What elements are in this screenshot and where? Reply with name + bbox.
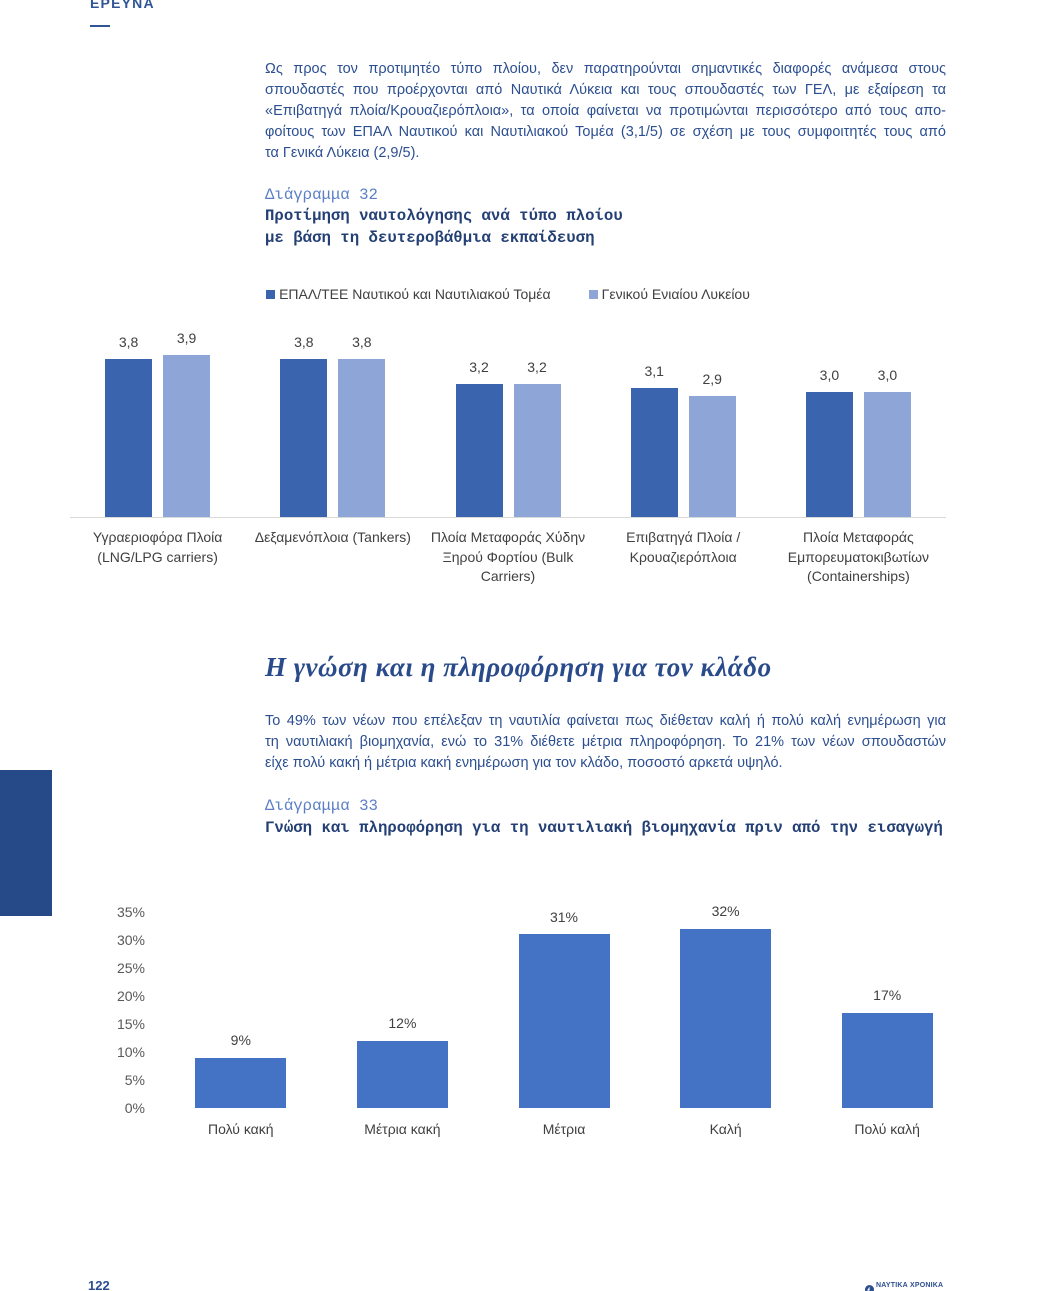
section-heading: Η γνώση και η πληροφόρηση για τον κλάδο	[265, 652, 772, 682]
data-label: 31%	[549, 908, 579, 925]
bar	[356, 1040, 448, 1108]
category-label: Καλή	[709, 1121, 742, 1137]
legend-swatch	[588, 289, 598, 299]
x-axis-line	[70, 517, 946, 518]
legend-label: ΕΠΑΛ/ΤΕΕ Ναυτικού και Ναυτιλιακού Τομέα	[279, 286, 551, 302]
bar-series-1	[280, 358, 328, 517]
category-label: Υγραεριοφόρα Πλοία (LNG/LPG carriers)	[92, 529, 223, 565]
data-label: 32%	[711, 903, 740, 920]
side-tab-marker	[0, 770, 52, 916]
y-tick-label: 15%	[116, 1016, 145, 1032]
bar-series-1	[805, 392, 853, 517]
x-axis-categories: Πολύ κακή Μέτρια κακή Μέτρια Καλή Πολύ καλή	[160, 1120, 968, 1140]
bar-series-1	[105, 358, 153, 517]
data-label: 17%	[873, 987, 902, 1004]
data-label: 3,9	[176, 329, 197, 346]
section-label: ΕΡΕΥΝΑ	[90, 0, 155, 11]
category-label: Πλοία Μεταφοράς Χύδην Ξηρού Φορτίου (Bul…	[430, 529, 586, 584]
y-tick-label: 10%	[116, 1044, 145, 1060]
figure-label: Διάγραμμα 32	[265, 186, 378, 204]
chart-legend: ΕΠΑΛ/ΤΕΕ Ναυτικού και Ναυτιλιακού Τομέα Γ…	[70, 286, 946, 302]
y-tick-label: 25%	[116, 960, 145, 976]
page-number: 122	[88, 1278, 110, 1291]
y-tick-label: 30%	[116, 932, 145, 948]
data-label: 3,2	[527, 358, 547, 375]
legend-item: Γενικού Ενιαίου Λυκείου	[588, 286, 750, 302]
section-paragraph: Το 49% των νέων που επέλεξαν τη ναυτιλία…	[265, 711, 946, 774]
category-label: Επιβατηγά Πλοία / Κρουαζιερόπλοια	[626, 529, 741, 565]
bar-series-2	[688, 396, 736, 517]
bar	[680, 928, 772, 1108]
y-tick-label: 0%	[124, 1100, 145, 1116]
text-line: φοίτους των ΕΠΑΛ Ναυτικού και Ναυτιλιακο…	[265, 124, 946, 140]
y-tick-label: 35%	[116, 904, 145, 920]
legend-item: ΕΠΑΛ/ΤΕΕ Ναυτικού και Ναυτιλιακού Τομέα	[266, 286, 551, 302]
text-line: τη ναυτιλιακή βιομηχανία, ενώ το 31% διέ…	[265, 734, 946, 750]
category-label: Πλοία Μεταφοράς Εμπορευματοκιβωτίων (Con…	[787, 529, 930, 584]
legend-label: Γενικού Ενιαίου Λυκείου	[601, 286, 750, 302]
bar-series-2	[163, 354, 211, 517]
section-label-rule	[90, 25, 110, 27]
category-label: Πολύ κακή	[208, 1121, 274, 1137]
text-line: σπουδαστές που προέρχονται από Ναυτικά Λ…	[265, 82, 946, 98]
y-tick-label: 20%	[116, 988, 145, 1004]
data-label: 3,0	[877, 367, 898, 384]
text-line: Ως προς τον προτιμητέο τύπο πλοίου, δεν …	[265, 61, 946, 77]
category-label: Δεξαμενόπλοια (Tankers)	[254, 529, 411, 545]
x-axis-categories: Υγραεριοφόρα Πλοία (LNG/LPG carriers) Δεξ…	[70, 528, 946, 588]
text-line: «Επιβατηγά πλοία/Κρουαζιερόπλοια», τα οπ…	[265, 103, 946, 119]
bar	[841, 1012, 933, 1108]
bar-series-1	[455, 383, 503, 517]
data-label: 3,8	[118, 333, 139, 350]
figure-title: Γνώση και πληροφόρηση για τη ναυτιλιακή …	[265, 819, 943, 837]
data-label: 3,2	[469, 358, 489, 375]
figure-label: Διάγραμμα 33	[265, 797, 378, 815]
data-label: 2,9	[702, 371, 722, 388]
text-line: Το 49% των νέων που επέλεξαν τη ναυτιλία…	[265, 713, 946, 729]
category-label: Μέτρια	[542, 1121, 586, 1137]
data-label: 3,1	[644, 363, 664, 380]
data-label: 3,8	[294, 333, 314, 350]
data-label: 3,8	[352, 333, 372, 350]
bar-series-2	[863, 392, 911, 517]
text-line: είχε πολύ κακή ή μέτρια κακή ενημέρωση γ…	[265, 755, 783, 771]
data-label: 9%	[230, 1032, 251, 1049]
category-label: Πολύ καλή	[854, 1121, 920, 1137]
figure-title: Προτίμηση ναυτολόγησης ανά τύπο πλοίου μ…	[265, 207, 623, 247]
bar-series-1	[630, 388, 678, 517]
bar-chart: 9% 12% 31% 32% 17%	[160, 903, 968, 1108]
data-label: 3,0	[819, 367, 840, 384]
bar	[195, 1057, 287, 1108]
y-axis-ticks: 0% 5% 10% 15% 20% 25% 30% 35%	[95, 900, 145, 1120]
bar	[518, 934, 610, 1108]
legend-swatch	[266, 289, 276, 299]
bar-series-2	[338, 358, 386, 517]
y-tick-label: 5%	[124, 1072, 145, 1088]
intro-paragraph: Ως προς τον προτιμητέο τύπο πλοίου, δεν …	[265, 59, 946, 164]
ship-emblem-icon	[865, 1281, 874, 1291]
category-label: Μέτρια κακή	[364, 1121, 441, 1137]
bar-series-2	[513, 383, 561, 517]
publication-logo-text: ΝΑΥΤΙΚΑ ΧΡΟΝΙΚΑ	[876, 1282, 944, 1289]
text-line: τα Γενικά Λύκεια (2,9/5).	[265, 145, 420, 161]
data-label: 12%	[388, 1015, 417, 1032]
grouped-bar-chart: 3,8 3,9 3,8 3,8 3,2 3,2 3,1 2,9 3,0 3,0	[70, 300, 946, 517]
